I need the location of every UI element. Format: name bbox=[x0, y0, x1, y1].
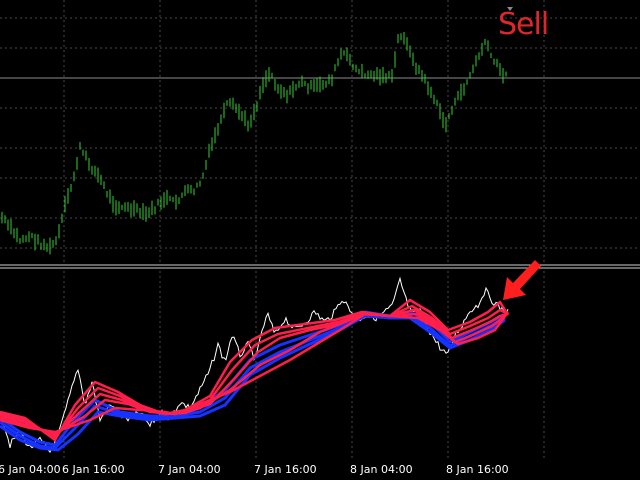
sell-signal-label: Sell bbox=[498, 7, 549, 42]
triangle-down-icon bbox=[507, 7, 513, 11]
oscillator-red-line bbox=[0, 312, 509, 436]
down-left-arrow-icon bbox=[503, 260, 541, 300]
time-axis-label: 6 Jan 04:00 bbox=[0, 463, 61, 476]
oscillator-indicator bbox=[0, 276, 510, 454]
oscillator-red-line bbox=[0, 298, 510, 442]
oscillator-red-line bbox=[0, 304, 509, 440]
time-axis-label: 8 Jan 04:00 bbox=[350, 463, 413, 476]
time-axis-label: 7 Jan 04:00 bbox=[158, 463, 221, 476]
oscillator-red-line bbox=[0, 311, 510, 434]
oscillator-blue-line bbox=[0, 312, 506, 450]
oscillator-blue-line bbox=[0, 314, 506, 452]
time-axis-label: 8 Jan 16:00 bbox=[446, 463, 509, 476]
oscillator-red-line bbox=[0, 308, 509, 438]
time-axis-label: 7 Jan 16:00 bbox=[254, 463, 317, 476]
price-bars bbox=[1, 32, 507, 255]
time-axis-label: 6 Jan 16:00 bbox=[62, 463, 125, 476]
chart-grid bbox=[0, 0, 640, 458]
